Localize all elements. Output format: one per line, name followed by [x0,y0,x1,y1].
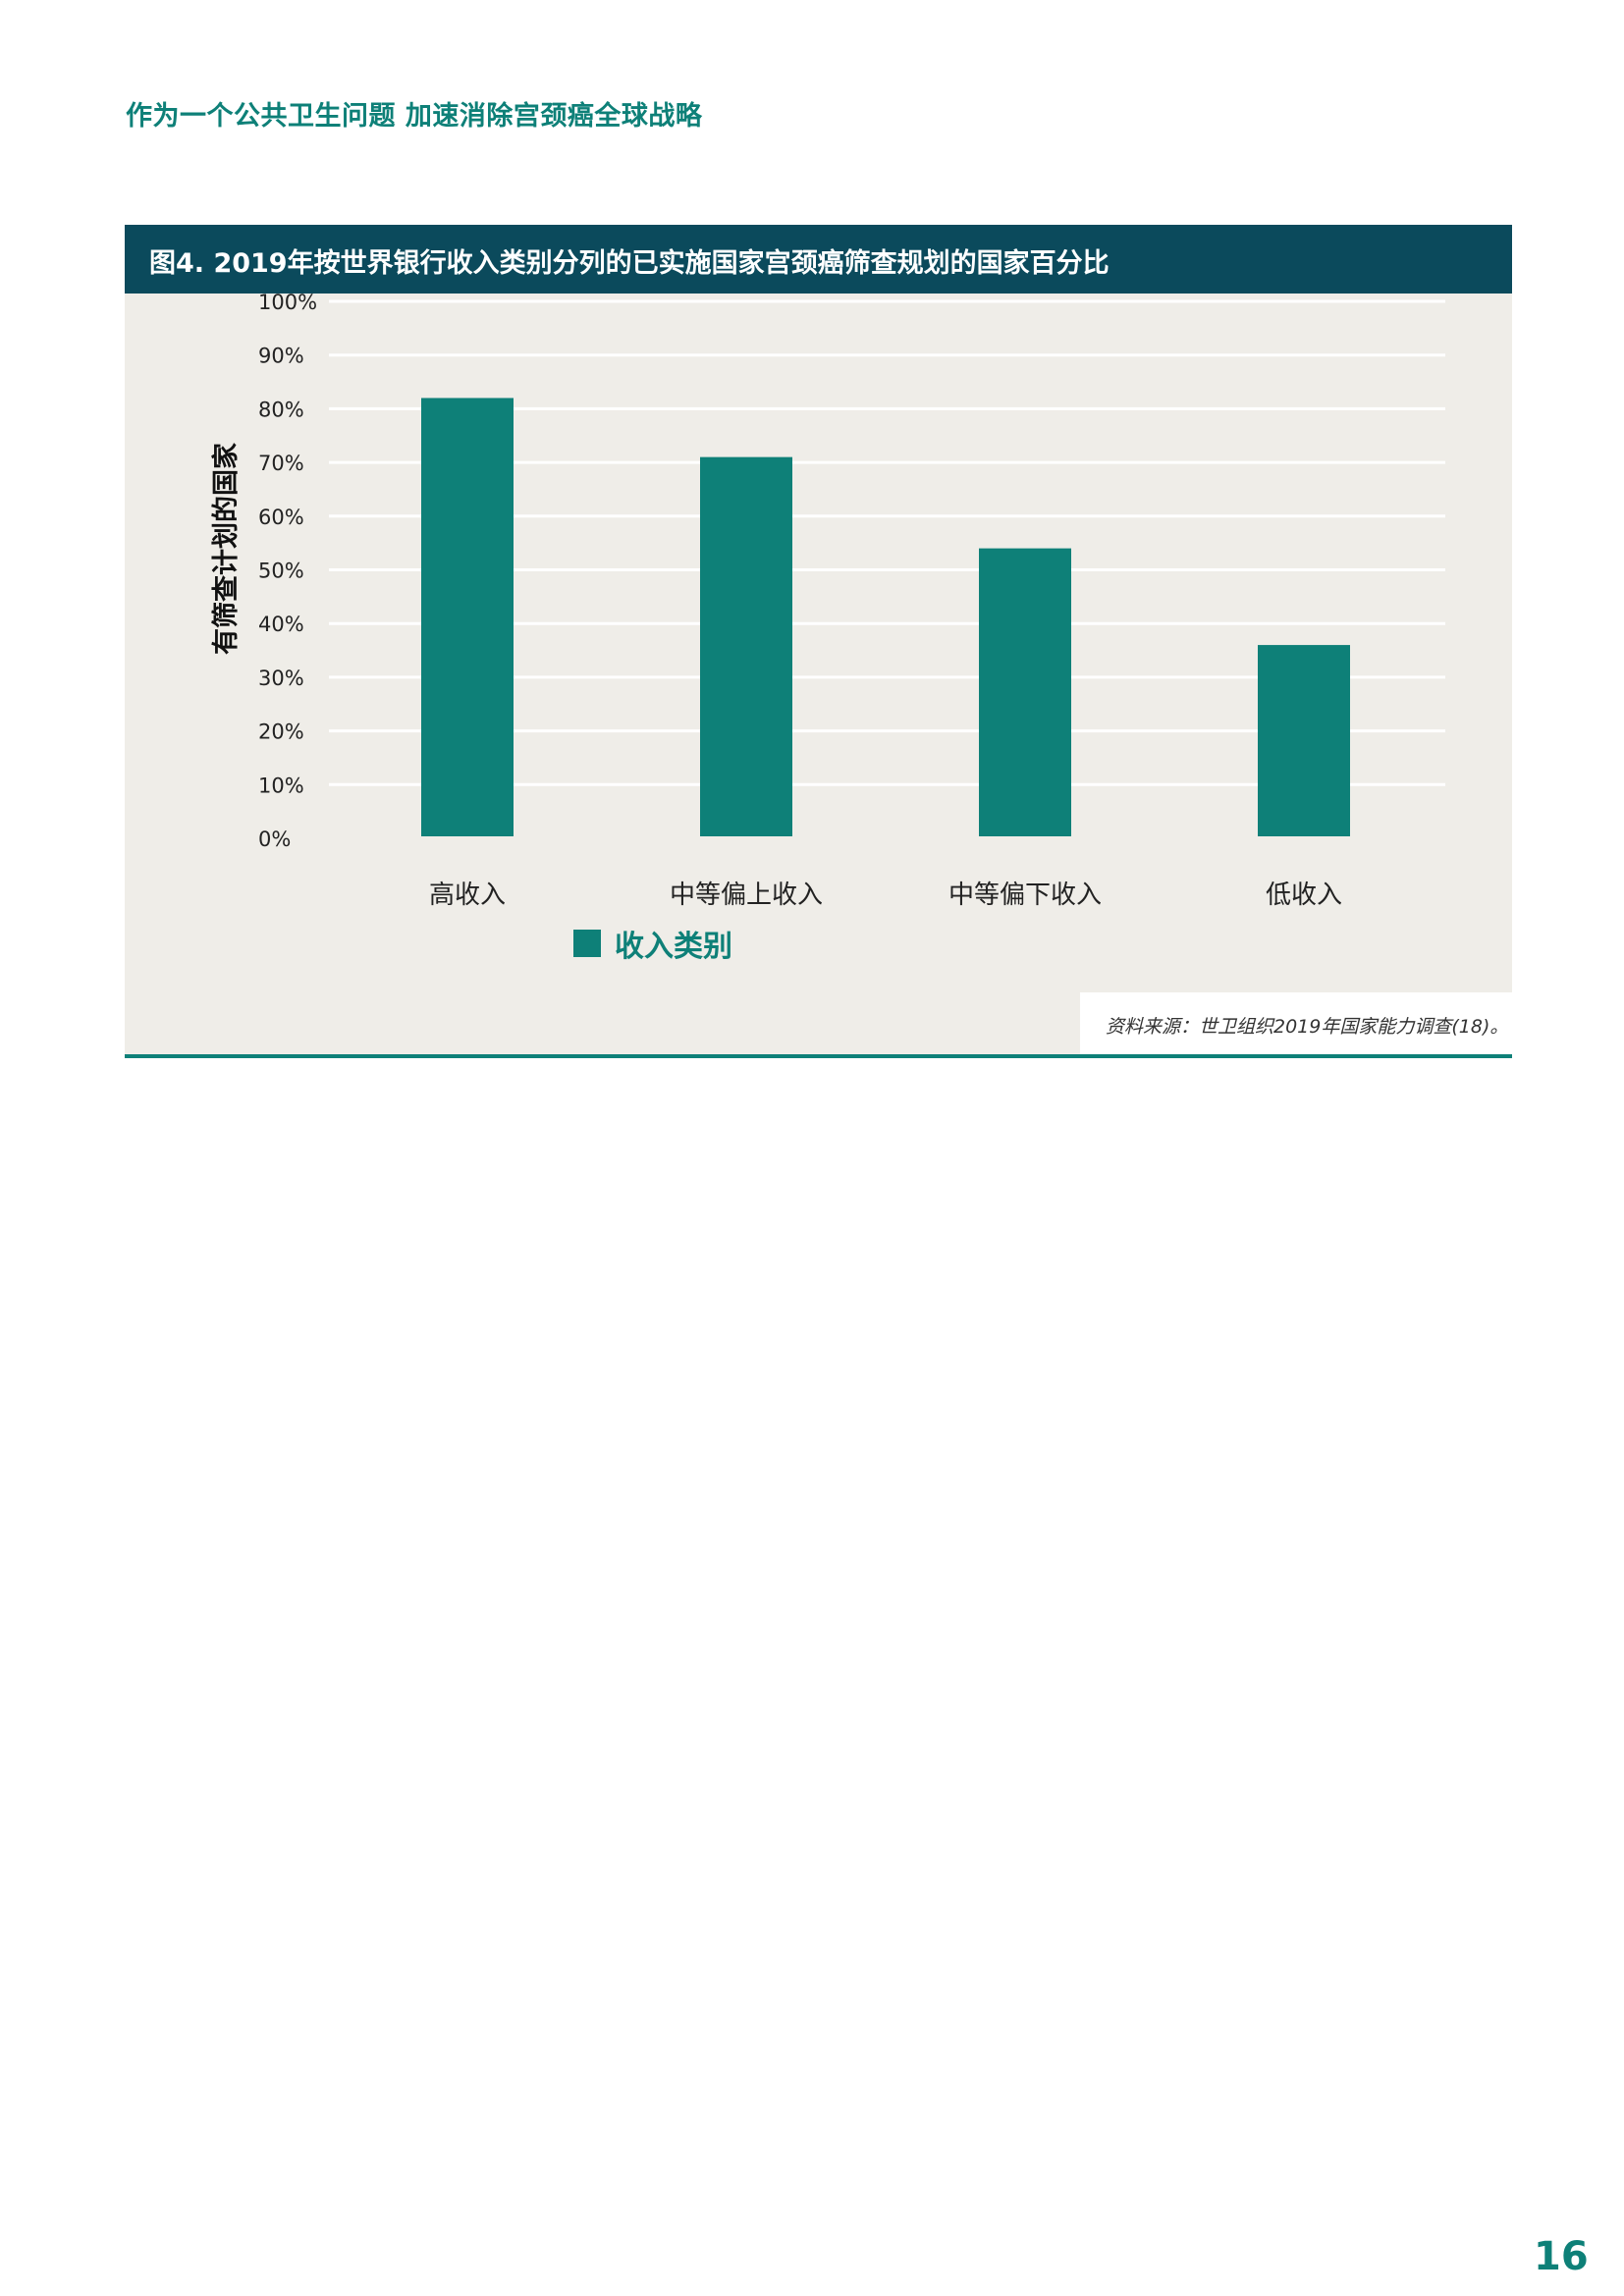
source-note-box: 资料来源：世卫组织2019年国家能力调查(18)。 [1080,992,1512,1054]
figure-title: 图4. 2019年按世界银行收入类别分列的已实施国家宫颈癌筛查规划的国家百分比 [149,248,1110,279]
bar [1258,645,1350,836]
y-axis-title: 有筛查计划的国家 [211,443,242,655]
y-tick-label: 30% [258,667,304,690]
y-tick-label: 20% [258,721,304,744]
bar [700,456,792,836]
legend: 收入类别 [573,924,732,964]
figure-bottom-rule [125,1054,1512,1058]
legend-swatch [573,930,601,957]
x-tick-label: 中等偏上收入 [670,881,823,910]
x-tick-label: 低收入 [1266,881,1342,910]
y-tick-label: 70% [258,452,304,475]
y-tick-label: 100% [258,294,317,314]
y-tick-label: 60% [258,506,304,529]
y-tick-label: 90% [258,345,304,368]
bar-chart: 0% 10% 20% 30% 40% 50% 60% 70% 80% 90% 100% 高收入 中等偏上… [258,294,1445,910]
y-tick-label: 10% [258,774,304,797]
legend-label: 收入类别 [615,930,732,964]
bar [979,548,1071,836]
y-tick-label: 40% [258,613,304,636]
bar [421,398,514,836]
y-tick-label: 50% [258,560,304,583]
x-tick-label: 高收入 [429,881,506,910]
figure-4: 图4. 2019年按世界银行收入类别分列的已实施国家宫颈癌筛查规划的国家百分比 … [125,225,1512,1058]
x-tick-label: 中等偏下收入 [948,881,1102,910]
running-header: 作为一个公共卫生问题 加速消除宫颈癌全球战略 [126,101,703,132]
y-tick-label: 0% [258,828,291,851]
figure-title-bar: 图4. 2019年按世界银行收入类别分列的已实施国家宫颈癌筛查规划的国家百分比 [125,225,1512,294]
source-note: 资料来源：世卫组织2019年国家能力调查(18)。 [1106,1016,1509,1038]
y-tick-label: 80% [258,398,304,421]
page-number: 16 [1534,2234,1589,2279]
